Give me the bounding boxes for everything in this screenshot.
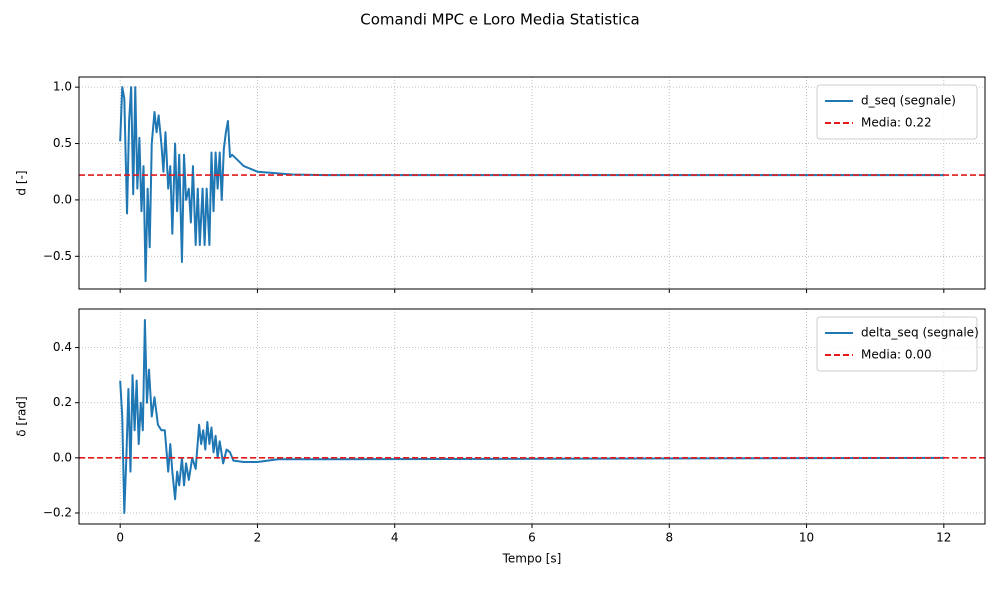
y-tick-label: 1.0 [53, 80, 72, 94]
x-tick-label: 12 [936, 531, 951, 545]
legend-label: delta_seq (segnale) [861, 326, 979, 340]
x-tick-label: 4 [391, 531, 399, 545]
axes-frame [78, 76, 986, 290]
legend-label: d_seq (segnale) [861, 94, 956, 108]
legend-box [816, 316, 978, 372]
axes-frame [78, 308, 986, 525]
y-tick-label: −0.5 [43, 249, 72, 263]
x-tick-label: 6 [528, 531, 536, 545]
legend-box [816, 84, 978, 140]
legend-label: Media: 0.00 [861, 348, 932, 362]
figure-title: Comandi MPC e Loro Media Statistica [360, 11, 639, 29]
y-tick-label: 0.2 [53, 395, 72, 409]
x-axis-label: Tempo [s] [502, 552, 562, 566]
legend: delta_seq (segnale) Media: 0.00 [816, 316, 979, 372]
legend: d_seq (segnale) Media: 0.22 [816, 84, 978, 140]
y-axis-label: d [-] [15, 170, 29, 195]
y-tick-label: 0.0 [53, 192, 72, 206]
x-tick-label: 10 [799, 531, 814, 545]
data-line [119, 319, 944, 514]
data-line [119, 86, 944, 283]
x-tick-label: 2 [254, 531, 262, 545]
legend-label: Media: 0.22 [861, 116, 932, 130]
y-tick-label: −0.2 [43, 505, 72, 519]
y-tick-label: 0.5 [53, 136, 72, 150]
x-tick-label: 0 [116, 531, 124, 545]
y-tick-label: 0.4 [53, 340, 72, 354]
x-tick-label: 8 [665, 531, 673, 545]
y-axis-label: δ [rad] [15, 396, 29, 436]
y-tick-label: 0.0 [53, 450, 72, 464]
